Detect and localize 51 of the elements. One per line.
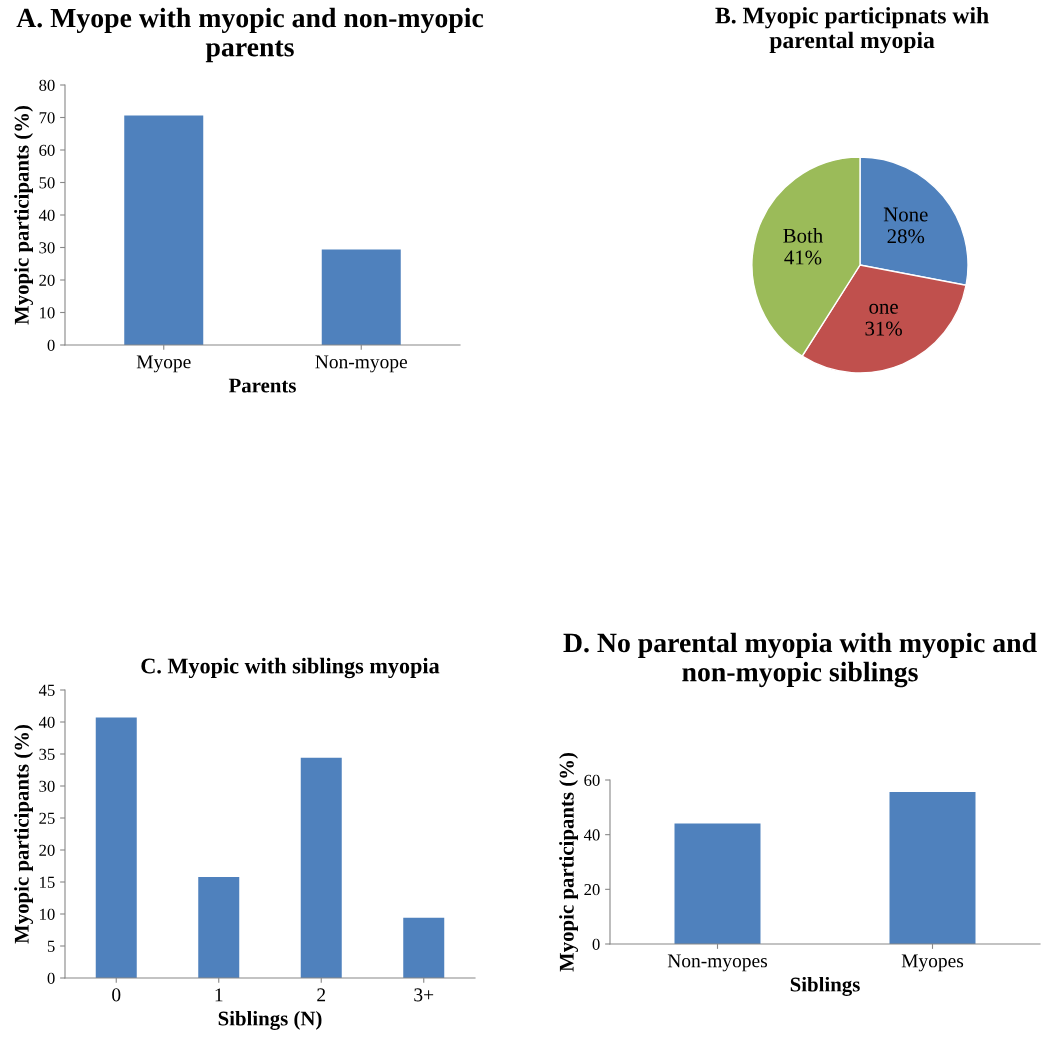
y-tick-label: 20 xyxy=(39,844,55,856)
x-tick-label: Myope xyxy=(136,355,191,373)
x-axis-title: Parents xyxy=(228,378,296,393)
y-axis-title: Myopic participants (%) xyxy=(559,752,579,972)
x-tick-label: 0 xyxy=(112,988,121,1002)
y-tick-label: 0 xyxy=(47,339,55,351)
y-tick-label: 20 xyxy=(584,884,600,896)
y-tick-label: 35 xyxy=(39,748,55,760)
y-tick-label: 0 xyxy=(47,972,55,984)
chart-title: A. Myope with myopic and non-myopic parents xyxy=(16,7,484,63)
x-tick-label: 3+ xyxy=(414,988,434,1002)
y-tick-label: 45 xyxy=(38,684,55,696)
bar xyxy=(300,757,342,978)
y-tick-label: 5 xyxy=(47,940,55,952)
x-tick-label: 2 xyxy=(317,988,326,1002)
slice-label: one xyxy=(869,303,898,314)
y-axis-title: Myopic participants (%) xyxy=(14,105,34,325)
y-tick-label: 60 xyxy=(39,144,55,156)
y-tick-label: 0 xyxy=(592,938,600,950)
y-tick-label: 40 xyxy=(38,716,55,728)
y-tick-label: 30 xyxy=(39,780,55,792)
y-tick-label: 25 xyxy=(39,812,55,824)
data-label: 41% xyxy=(784,250,822,265)
bar xyxy=(403,917,445,978)
x-tick-label: Myopes xyxy=(901,954,964,972)
chart-title: B. Myopic participnats wih parental myopia xyxy=(715,6,989,54)
slice-label: None xyxy=(883,207,928,222)
y-tick-label: 50 xyxy=(39,177,55,189)
y-tick-label: 60 xyxy=(584,774,600,786)
bar xyxy=(95,717,137,978)
y-tick-label: 40 xyxy=(38,209,55,221)
x-axis-title: Siblings (N) xyxy=(218,1010,322,1030)
data-label: 28% xyxy=(887,229,925,244)
y-tick-label: 80 xyxy=(39,79,55,91)
x-axis-title: Siblings xyxy=(790,976,860,996)
y-tick-label: 20 xyxy=(39,274,55,286)
chart-title: C. Myopic with siblings myopia xyxy=(141,657,440,679)
y-tick-label: 70 xyxy=(39,112,55,124)
y-axis-title: Myopic participants (%) xyxy=(14,724,34,944)
data-label: 31% xyxy=(865,321,902,336)
y-tick-label: 15 xyxy=(40,876,55,888)
x-tick-label: 1 xyxy=(215,988,223,1002)
x-tick-label: Non-myope xyxy=(315,355,408,373)
y-tick-label: 10 xyxy=(40,908,55,920)
slice-label: Both xyxy=(783,228,823,243)
y-tick-label: 10 xyxy=(40,307,55,319)
y-tick-label: 30 xyxy=(39,242,55,254)
x-tick-label: Non-myopes xyxy=(667,954,768,972)
bar xyxy=(198,876,240,978)
y-tick-label: 40 xyxy=(583,829,600,841)
chart-title: D. No parental myopia with myopic and non-myopic siblings xyxy=(563,632,1037,688)
